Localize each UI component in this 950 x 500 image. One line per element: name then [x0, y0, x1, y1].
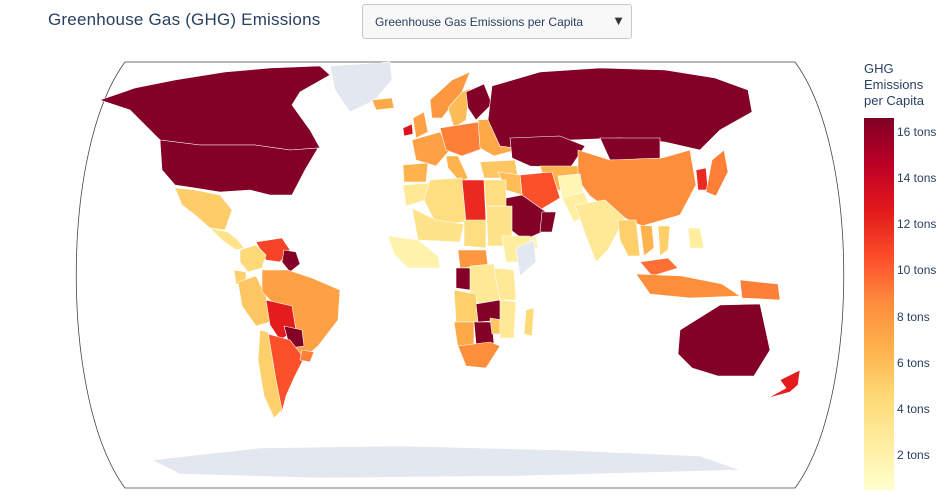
- metric-dropdown[interactable]: Greenhouse Gas Emissions per Capita ▼: [362, 4, 632, 39]
- chart-title: Greenhouse Gas (GHG) Emissions: [48, 10, 321, 29]
- colorbar-title-line-3: per Capita: [864, 93, 924, 108]
- country-oman[interactable]: Oman: 16.5: [539, 211, 557, 233]
- colorbar-title-line-2: Emissions: [864, 77, 924, 92]
- country-chile[interactable]: Chile: 5: [257, 329, 283, 419]
- country-west-africa[interactable]: West Africa: 2: [387, 235, 441, 269]
- country-mongolia[interactable]: Mongolia: 16.5: [599, 137, 661, 161]
- colorbar-tick-label: 16 tons: [897, 124, 937, 139]
- country-japan[interactable]: Japan: 9: [705, 149, 729, 197]
- colorbar-title: GHG Emissions per Capita: [864, 61, 924, 109]
- country-somalia[interactable]: Somalia: [515, 239, 537, 277]
- country-philippines[interactable]: Philippines: 2.5: [687, 227, 705, 249]
- colorbar-tick-label: 2 tons: [897, 448, 930, 463]
- colorbar: [864, 118, 894, 490]
- colorbar-tick-label: 12 tons: [897, 217, 937, 232]
- country-chad[interactable]: Chad: 4: [463, 219, 487, 249]
- country-malaysia[interactable]: Malaysia: 9.5: [639, 257, 679, 277]
- country-angola[interactable]: Angola: 5: [453, 289, 479, 323]
- country-colombia[interactable]: Colombia: 4.5: [239, 244, 267, 273]
- colorbar-tick-label: 10 tons: [897, 263, 937, 278]
- country-sahel[interactable]: Sahel: 3.5: [411, 207, 465, 243]
- country-western-europe[interactable]: Western Europe: 7.5: [411, 131, 451, 167]
- country-papua-new-guinea[interactable]: Papua New Guinea: 9: [739, 279, 781, 301]
- country-australia[interactable]: Australia: 16.5: [677, 303, 771, 377]
- country-india[interactable]: India: 3: [574, 199, 626, 263]
- country-iceland[interactable]: Iceland: 7: [371, 97, 395, 111]
- colorbar-tick-label: 4 tons: [897, 402, 930, 417]
- country-ireland[interactable]: Ireland: 13: [402, 123, 414, 137]
- country-central-america[interactable]: Central America: 3.5: [209, 227, 245, 251]
- country-egypt[interactable]: Egypt: 4: [483, 179, 507, 207]
- country-finland[interactable]: Finland: 16.5: [465, 83, 493, 121]
- country-uruguay[interactable]: Uruguay: 9: [299, 349, 315, 363]
- country-spain[interactable]: Spain: 6.5: [402, 162, 429, 183]
- country-central-europe[interactable]: Central Europe: 9: [439, 121, 485, 157]
- country-tanzania[interactable]: Tanzania: 3: [493, 267, 517, 301]
- country-mozambique[interactable]: Mozambique: 3: [499, 299, 517, 339]
- colorbar-tick-label: 6 tons: [897, 355, 930, 370]
- colorbar-tick-label: 14 tons: [897, 171, 937, 186]
- dropdown-selected-value: Greenhouse Gas Emissions per Capita: [375, 15, 584, 29]
- country-mexico[interactable]: Mexico: 5.2: [174, 187, 233, 231]
- country-korea[interactable]: Korea: 12: [695, 167, 709, 191]
- country-southeast-asia[interactable]: Southeast Asia: 5: [617, 219, 641, 257]
- country-united-states[interactable]: United States: 16.5: [159, 139, 319, 196]
- dropdown-arrow-icon: ▼: [612, 13, 625, 28]
- country-madagascar[interactable]: Madagascar: 4.5: [523, 307, 535, 337]
- country-thailand[interactable]: Thailand: 6.5: [639, 224, 655, 257]
- country-congo[interactable]: Congo: 16.5: [455, 267, 473, 291]
- country-new-zealand[interactable]: New Zealand: 12.5: [767, 369, 801, 399]
- country-zambia[interactable]: Zambia: 16.5: [475, 299, 503, 323]
- country-libya[interactable]: Libya: 12: [461, 179, 487, 223]
- country-south-africa[interactable]: South Africa: 8.5: [457, 341, 501, 369]
- country-antarctica[interactable]: Antarctica: [150, 445, 741, 479]
- country-vietnam[interactable]: Vietnam: 5: [657, 225, 671, 257]
- colorbar-title-line-1: GHG: [864, 61, 894, 76]
- country-indonesia[interactable]: Indonesia: 8.5: [635, 273, 741, 299]
- country-guyana[interactable]: Guyana: 16.5: [281, 249, 301, 273]
- colorbar-tick-label: 8 tons: [897, 309, 930, 324]
- country-united-kingdom[interactable]: United Kingdom: 7.5: [412, 111, 429, 139]
